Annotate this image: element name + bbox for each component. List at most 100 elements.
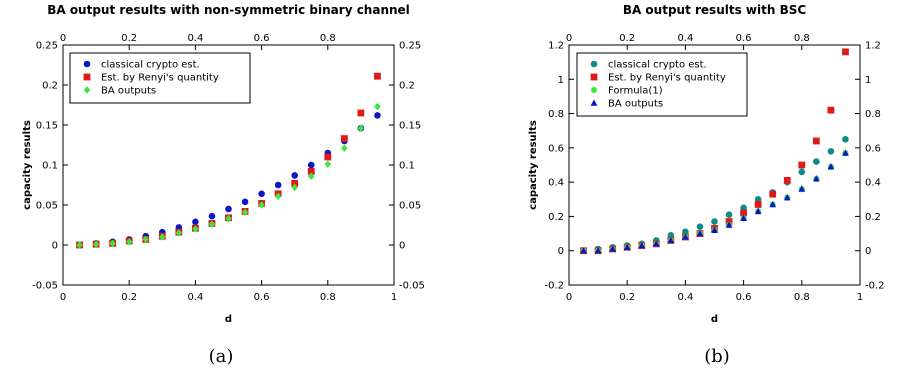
x-tick-label: 1 bbox=[391, 292, 397, 303]
data-point bbox=[341, 144, 348, 152]
x-top-tick-label: 0.6 bbox=[736, 33, 752, 44]
chart-title: BA output results with BSC bbox=[623, 3, 807, 17]
y-tick-label: 0.1 bbox=[42, 161, 58, 172]
data-point bbox=[208, 212, 216, 220]
y-right-tick-label: 0.2 bbox=[865, 212, 881, 223]
data-point bbox=[812, 137, 820, 145]
data-point bbox=[580, 247, 587, 254]
data-point bbox=[374, 102, 381, 111]
data-point bbox=[324, 153, 332, 161]
y-tick-label: 0.15 bbox=[36, 121, 58, 132]
y-right-tick-label: 0.25 bbox=[399, 41, 421, 52]
data-point bbox=[192, 225, 199, 233]
y-right-tick-label: 0.15 bbox=[399, 121, 421, 132]
x-axis-label: d bbox=[225, 314, 232, 325]
series-circle bbox=[76, 112, 381, 249]
data-point bbox=[754, 195, 762, 203]
data-point bbox=[340, 135, 348, 142]
data-point bbox=[594, 247, 602, 254]
data-point bbox=[813, 158, 820, 165]
legend-box bbox=[576, 52, 748, 117]
data-point bbox=[92, 240, 100, 248]
data-point bbox=[842, 149, 849, 156]
data-point bbox=[638, 241, 646, 249]
data-point bbox=[827, 106, 835, 114]
y-right-tick-label: 0 bbox=[865, 246, 871, 257]
x-top-tick-label: 0.8 bbox=[320, 33, 336, 44]
y-right-tick-label: 0.4 bbox=[865, 178, 881, 189]
data-point bbox=[754, 207, 762, 215]
legend-label: Est. by Renyi's quantity bbox=[608, 73, 726, 84]
legend-marker bbox=[590, 60, 598, 68]
data-point bbox=[711, 226, 718, 233]
data-point bbox=[827, 147, 835, 155]
x-tick-label: 0.4 bbox=[677, 292, 693, 303]
data-point bbox=[740, 209, 747, 217]
y-tick-label: 0.4 bbox=[548, 178, 564, 189]
x-top-tick-label: 0 bbox=[60, 33, 66, 44]
x-tick-label: 0.6 bbox=[254, 292, 270, 303]
data-point bbox=[740, 204, 747, 212]
data-point bbox=[109, 239, 116, 248]
data-point bbox=[291, 183, 298, 192]
data-point bbox=[711, 218, 718, 225]
x-top-tick-label: 0.2 bbox=[619, 33, 635, 44]
plot-area bbox=[568, 44, 861, 286]
data-point bbox=[307, 168, 315, 175]
data-point bbox=[798, 168, 806, 176]
y-right-tick-label: 0.8 bbox=[865, 109, 881, 120]
y-right-tick-label: 0.6 bbox=[865, 143, 881, 154]
y-axis-label: capacity results bbox=[22, 120, 33, 210]
data-point bbox=[798, 185, 806, 192]
data-point bbox=[291, 172, 299, 179]
data-point bbox=[696, 229, 704, 237]
data-point bbox=[623, 243, 631, 251]
y-axis-label: capacity results bbox=[528, 120, 539, 210]
y-tick-label: 0.2 bbox=[42, 81, 58, 92]
data-point bbox=[258, 201, 265, 209]
data-point bbox=[291, 180, 299, 187]
x-top-tick-label: 0 bbox=[566, 33, 572, 44]
data-point bbox=[274, 192, 282, 200]
legend: classical crypto est. Est. by Renyi's qua… bbox=[576, 52, 748, 117]
data-point bbox=[175, 229, 183, 237]
legend-label: classical crypto est. bbox=[608, 60, 707, 71]
legend-marker bbox=[590, 86, 598, 94]
y-right-tick-label: -0.2 bbox=[865, 281, 885, 292]
data-point bbox=[754, 201, 762, 208]
figure-caption: (a) bbox=[209, 346, 234, 367]
data-point bbox=[725, 211, 733, 219]
legend: classical crypto est. Est. by Renyi's qua… bbox=[69, 52, 251, 104]
data-point bbox=[725, 221, 733, 228]
data-point bbox=[241, 198, 249, 206]
x-top-tick-label: 0.2 bbox=[121, 33, 137, 44]
data-point bbox=[783, 193, 791, 201]
y-right-tick-label: 0.2 bbox=[399, 81, 415, 92]
y-right-tick-label: 0.1 bbox=[399, 161, 415, 172]
x-tick-label: 0.8 bbox=[794, 292, 810, 303]
legend-marker bbox=[83, 60, 91, 68]
legend-label: Est. by Renyi's quantity bbox=[101, 73, 219, 84]
data-point bbox=[241, 208, 249, 216]
y-tick-label: 0.25 bbox=[36, 41, 58, 52]
data-point bbox=[159, 233, 166, 241]
x-tick-label: 0 bbox=[566, 292, 572, 303]
legend-label: BA outputs bbox=[608, 99, 663, 110]
x-top-tick-label: 0.6 bbox=[254, 33, 270, 44]
series-star bbox=[580, 149, 849, 254]
data-point bbox=[652, 240, 660, 247]
y-right-tick-label: -0.05 bbox=[399, 281, 425, 292]
x-top-tick-label: 0.4 bbox=[187, 33, 203, 44]
data-point bbox=[142, 235, 149, 244]
data-point bbox=[842, 135, 849, 143]
data-point bbox=[225, 214, 232, 223]
y-tick-label: 1.2 bbox=[548, 41, 564, 52]
legend-label: BA outputs bbox=[101, 86, 156, 97]
data-point bbox=[357, 124, 365, 132]
data-point bbox=[76, 241, 83, 249]
data-point bbox=[258, 190, 265, 198]
data-point bbox=[308, 172, 315, 180]
data-point bbox=[667, 236, 675, 244]
data-point bbox=[769, 190, 777, 198]
data-point bbox=[740, 214, 747, 221]
